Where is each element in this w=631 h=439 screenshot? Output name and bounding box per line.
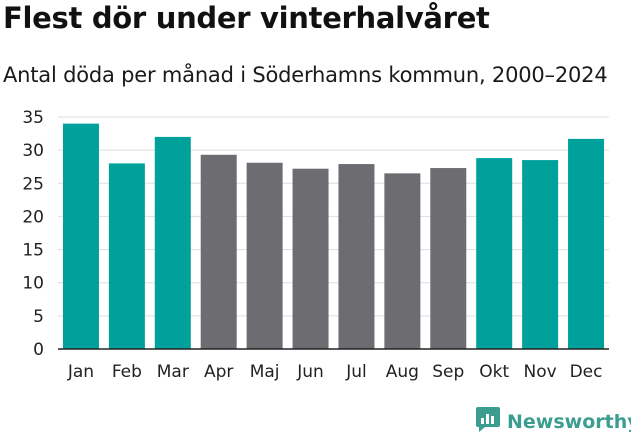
- bar-dec: [568, 138, 605, 349]
- x-tick-label: Mar: [157, 362, 189, 382]
- y-tick-label: 15: [22, 241, 44, 261]
- y-tick-label: 30: [22, 141, 44, 161]
- bar-jul: [338, 164, 375, 349]
- y-tick-label: 35: [22, 108, 44, 128]
- bar-mar: [154, 136, 191, 349]
- x-tick-label: Feb: [112, 362, 142, 382]
- x-tick-label: Aug: [386, 362, 419, 382]
- y-tick-label: 0: [33, 340, 44, 360]
- bar-sep: [430, 168, 467, 349]
- newsworthy-chart-icon: [475, 406, 501, 437]
- chart-title: Flest dör under vinterhalvåret: [3, 1, 490, 35]
- x-tick-label: Jul: [345, 362, 367, 382]
- x-tick-label: Dec: [570, 362, 603, 382]
- bar-okt: [476, 158, 513, 349]
- x-axis-ticks: Jan Feb Mar Apr Maj Jun Jul Aug Sep Okt Nov Dec: [67, 362, 603, 382]
- bar-apr: [200, 154, 237, 349]
- x-tick-label: Apr: [204, 362, 233, 382]
- x-tick-label: Jan: [67, 362, 94, 382]
- newsworthy-logo: Newsworthy: [475, 406, 631, 437]
- x-tick-label: Okt: [479, 362, 509, 382]
- bar-jun: [292, 168, 329, 349]
- brand-name: Newsworthy: [507, 410, 631, 433]
- bar-nov: [522, 160, 559, 349]
- gridlines: [58, 116, 609, 317]
- y-tick-label: 10: [22, 274, 44, 294]
- chart-subtitle: Antal döda per månad i Söderhamns kommun…: [3, 63, 608, 87]
- bar-maj: [246, 162, 283, 349]
- bars: [62, 123, 605, 349]
- y-axis-ticks: 0 5 10 15 20 25 30 35: [22, 108, 44, 360]
- x-tick-label: Sep: [432, 362, 464, 382]
- y-tick-label: 25: [22, 174, 44, 194]
- bar-jan: [62, 123, 99, 349]
- x-tick-label: Maj: [250, 362, 280, 382]
- bar-feb: [108, 163, 145, 349]
- y-tick-label: 20: [22, 207, 44, 227]
- x-tick-label: Nov: [524, 362, 557, 382]
- x-tick-label: Jun: [296, 362, 324, 382]
- y-tick-label: 5: [33, 307, 44, 327]
- bar-aug: [384, 173, 421, 349]
